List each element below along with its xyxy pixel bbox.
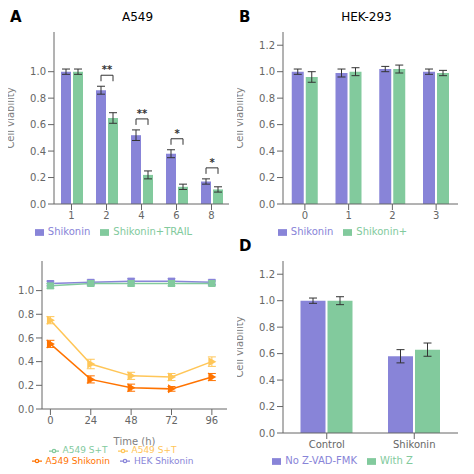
html-text:With Z: With Z bbox=[380, 455, 413, 466]
svg-text:2: 2 bbox=[389, 210, 395, 221]
svg-text:0.4: 0.4 bbox=[259, 146, 275, 157]
svg-text:**: ** bbox=[102, 64, 113, 75]
svg-text:1.2: 1.2 bbox=[259, 40, 275, 51]
svg-text:0.8: 0.8 bbox=[259, 93, 275, 104]
svg-text:0.8: 0.8 bbox=[259, 322, 275, 333]
svg-text:1.0: 1.0 bbox=[259, 66, 275, 77]
svg-text:0.2: 0.2 bbox=[30, 172, 46, 183]
svg-text:0.6: 0.6 bbox=[259, 119, 275, 130]
svg-text:0.2: 0.2 bbox=[259, 401, 275, 412]
svg-text:1.0: 1.0 bbox=[30, 66, 46, 77]
svg-text:0.6: 0.6 bbox=[30, 119, 46, 130]
svg-text:0.8: 0.8 bbox=[30, 93, 46, 104]
svg-text:4: 4 bbox=[138, 210, 144, 221]
svg-text:0.6: 0.6 bbox=[18, 333, 34, 344]
svg-text:Control: Control bbox=[309, 439, 345, 450]
html-text:A: A bbox=[10, 8, 22, 26]
svg-text:**: ** bbox=[137, 108, 148, 119]
html-text:A549: A549 bbox=[121, 10, 154, 24]
svg-text:0.6: 0.6 bbox=[259, 348, 275, 359]
svg-text:Cell viability: Cell viability bbox=[237, 87, 245, 148]
svg-text:1.0: 1.0 bbox=[259, 295, 275, 306]
svg-text:1: 1 bbox=[345, 210, 351, 221]
svg-text:0.8: 0.8 bbox=[18, 309, 34, 320]
html-text:Shikonin: Shikonin bbox=[47, 226, 91, 237]
svg-text:0.0: 0.0 bbox=[30, 199, 46, 210]
html-text:Shikonin+TRAIL: Shikonin+TRAIL bbox=[113, 226, 193, 237]
svg-text:0.0: 0.0 bbox=[259, 428, 275, 439]
svg-text:*: * bbox=[209, 157, 215, 168]
svg-text:8: 8 bbox=[208, 210, 214, 221]
svg-text:3: 3 bbox=[433, 210, 439, 221]
html-text:HEK-293: HEK-293 bbox=[341, 10, 392, 24]
html-text:A549 S+T: A549 S+T bbox=[62, 445, 108, 455]
svg-text:0.0: 0.0 bbox=[259, 199, 275, 210]
svg-text:0: 0 bbox=[302, 210, 308, 221]
svg-text:72: 72 bbox=[165, 415, 178, 426]
svg-text:Cell viability: Cell viability bbox=[8, 87, 16, 148]
svg-text:0.0: 0.0 bbox=[18, 404, 34, 415]
html-text:Shikonin: Shikonin bbox=[290, 226, 334, 237]
html-text:A549 S+T: A549 S+T bbox=[131, 445, 177, 455]
svg-text:*: * bbox=[174, 128, 180, 139]
html-text:A549 Shikonin: A549 Shikonin bbox=[45, 455, 110, 466]
svg-text:Shikonin: Shikonin bbox=[393, 439, 435, 450]
html-text:No Z-VAD-FMK: No Z-VAD-FMK bbox=[285, 455, 357, 466]
svg-text:6: 6 bbox=[173, 210, 179, 221]
svg-text:1.0: 1.0 bbox=[18, 285, 34, 296]
svg-text:Time (h): Time (h) bbox=[113, 436, 156, 447]
svg-text:96: 96 bbox=[205, 415, 218, 426]
svg-text:0.2: 0.2 bbox=[259, 172, 275, 183]
svg-text:0.4: 0.4 bbox=[259, 375, 275, 386]
svg-text:1: 1 bbox=[68, 210, 74, 221]
svg-text:48: 48 bbox=[125, 415, 138, 426]
svg-text:0.4: 0.4 bbox=[18, 356, 34, 367]
svg-text:1.2: 1.2 bbox=[259, 269, 275, 280]
svg-text:Cell viability: Cell viability bbox=[237, 316, 245, 377]
svg-text:0: 0 bbox=[47, 415, 53, 426]
svg-text:0.2: 0.2 bbox=[18, 380, 34, 391]
html-text:Shikonin+: Shikonin+ bbox=[356, 226, 408, 237]
html-text:B: B bbox=[239, 8, 251, 26]
svg-text:0.4: 0.4 bbox=[30, 146, 46, 157]
svg-text:2: 2 bbox=[103, 210, 109, 221]
html-text:D: D bbox=[239, 237, 252, 255]
svg-text:24: 24 bbox=[84, 415, 97, 426]
html-text:HEK Shikonin: HEK Shikonin bbox=[134, 455, 194, 466]
